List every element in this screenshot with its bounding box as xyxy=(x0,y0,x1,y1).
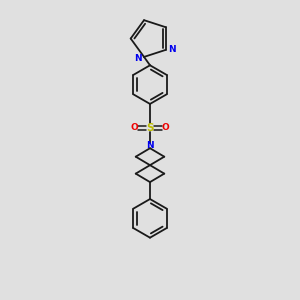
Text: O: O xyxy=(162,123,169,132)
Text: N: N xyxy=(146,141,154,150)
Text: S: S xyxy=(146,123,154,133)
Text: O: O xyxy=(131,123,138,132)
Text: N: N xyxy=(168,45,176,54)
Text: N: N xyxy=(134,54,142,63)
